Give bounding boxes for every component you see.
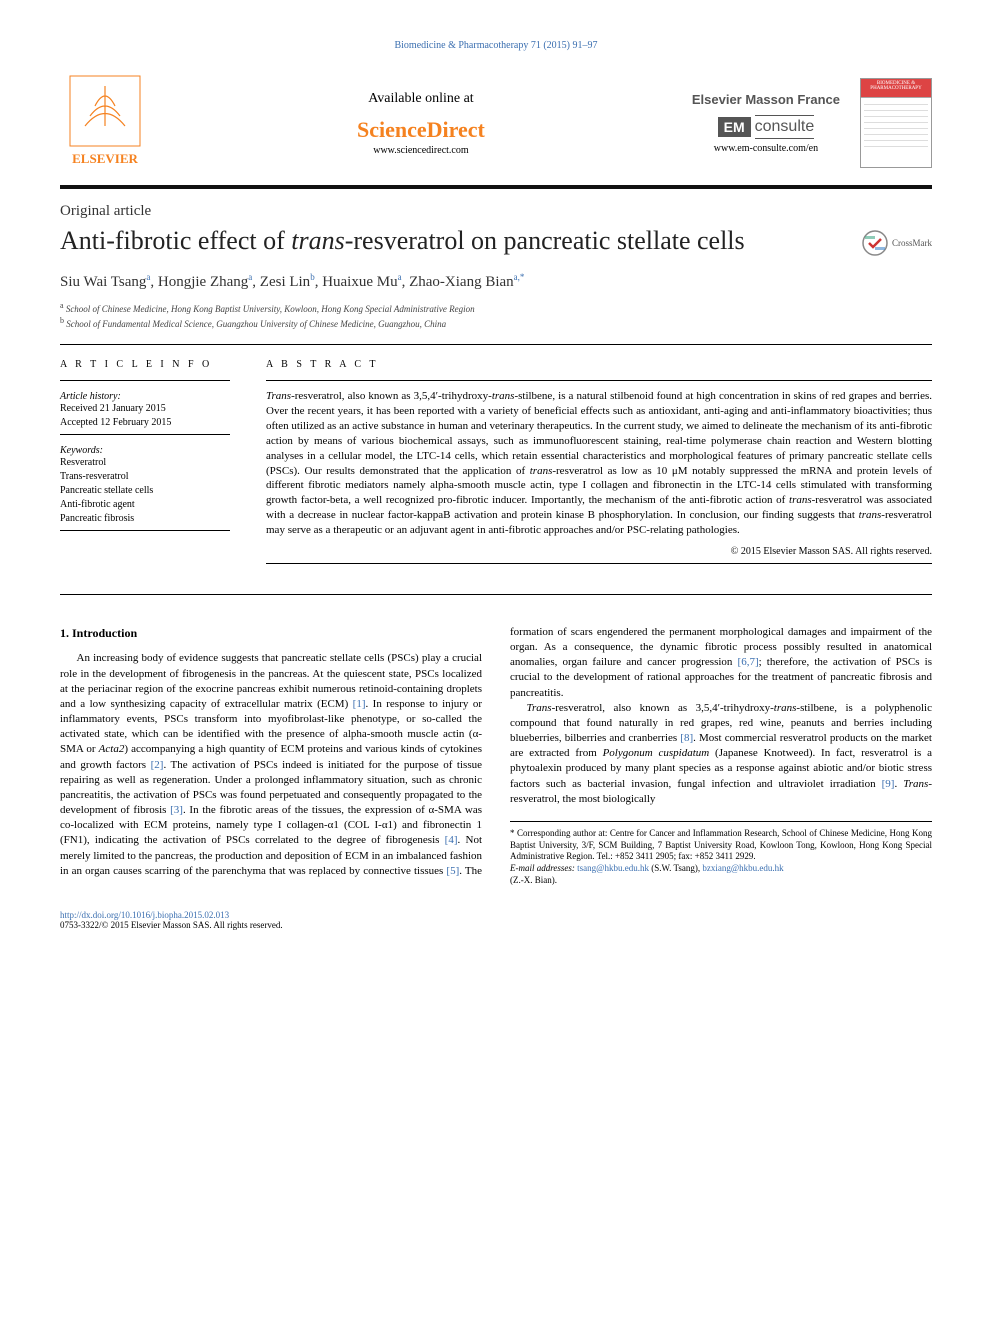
emconsulte-block: Elsevier Masson France EM consulte www.e… — [692, 92, 840, 154]
affil-link[interactable]: a — [398, 272, 402, 282]
journal-cover-title: BIOMEDICINE & PHARMACOTHERAPY — [861, 79, 931, 97]
email-link[interactable]: tsang@hkbu.edu.hk — [577, 863, 649, 873]
svg-text:ELSEVIER: ELSEVIER — [72, 151, 138, 166]
elsevier-masson-label: Elsevier Masson France — [692, 92, 840, 107]
keyword: Pancreatic fibrosis — [60, 512, 230, 526]
abstract-heading: A B S T R A C T — [266, 359, 932, 370]
masthead-center: Available online at ScienceDirect www.sc… — [170, 91, 672, 156]
footnote-text: * Corresponding author at: Centre for Ca… — [510, 828, 932, 863]
keyword: Trans-resveratrol — [60, 470, 230, 484]
abstract-text: Trans-resveratrol, also known as 3,5,4′-… — [266, 389, 932, 537]
journal-cover-thumbnail: BIOMEDICINE & PHARMACOTHERAPY — [860, 78, 932, 168]
authors-line: Siu Wai Tsanga, Hongjie Zhanga, Zesi Lin… — [60, 272, 932, 291]
citation-link[interactable]: [9] — [882, 778, 895, 790]
paragraph: Trans-resveratrol, also known as 3,5,4′-… — [510, 701, 932, 807]
affil-link[interactable]: b — [310, 272, 315, 282]
em-box: EM — [718, 117, 751, 137]
affil-link[interactable]: a,* — [514, 272, 525, 282]
elsevier-logo: ELSEVIER — [60, 71, 150, 175]
keyword: Anti-fibrotic agent — [60, 498, 230, 512]
body-text: 1. Introduction An increasing body of ev… — [60, 625, 932, 887]
sciencedirect-logo[interactable]: ScienceDirect — [357, 117, 485, 143]
crossmark-label: CrossMark — [892, 238, 932, 248]
consulte-text: consulte — [755, 115, 815, 139]
keywords-label: Keywords: — [60, 445, 230, 456]
citation-link[interactable]: [5] — [446, 865, 459, 877]
emails-label: E-mail addresses: — [510, 863, 577, 873]
issn-copyright: 0753-3322/© 2015 Elsevier Masson SAS. Al… — [60, 920, 283, 930]
keyword: Pancreatic stellate cells — [60, 484, 230, 498]
doi-link[interactable]: http://dx.doi.org/10.1016/j.biopha.2015.… — [60, 910, 229, 920]
citation-link[interactable]: [2] — [151, 759, 164, 771]
citation-link[interactable]: [3] — [170, 804, 183, 816]
affil-link[interactable]: a — [248, 272, 252, 282]
affiliations: a School of Chinese Medicine, Hong Kong … — [60, 301, 932, 330]
running-header: Biomedicine & Pharmacotherapy 71 (2015) … — [60, 40, 932, 51]
article-history-label: Article history: — [60, 391, 230, 402]
article-title: Anti-fibrotic effect of trans-resveratro… — [60, 226, 842, 256]
article-type: Original article — [60, 203, 932, 220]
divider — [60, 344, 932, 345]
crossmark-badge[interactable]: CrossMark — [862, 230, 932, 256]
citation-link[interactable]: [4] — [445, 834, 458, 846]
keyword: Resveratrol — [60, 456, 230, 470]
corresponding-author-footnote: * Corresponding author at: Centre for Ca… — [510, 821, 932, 886]
available-online-label: Available online at — [368, 91, 473, 107]
section-heading-intro: 1. Introduction — [60, 625, 482, 642]
citation-link[interactable]: [8] — [680, 732, 693, 744]
article-info-heading: A R T I C L E I N F O — [60, 359, 230, 370]
email-link[interactable]: bzxiang@hkbu.edu.hk — [702, 863, 783, 873]
citation-link[interactable]: [6,7] — [738, 656, 759, 668]
abstract-column: A B S T R A C T Trans-resveratrol, also … — [266, 359, 932, 563]
citation-link[interactable]: [1] — [353, 698, 366, 710]
article-info-column: A R T I C L E I N F O Article history: R… — [60, 359, 230, 563]
received-date: Received 21 January 2015 — [60, 402, 230, 416]
sciencedirect-url[interactable]: www.sciencedirect.com — [373, 145, 468, 156]
masthead: ELSEVIER Available online at ScienceDire… — [60, 71, 932, 189]
page-footer: http://dx.doi.org/10.1016/j.biopha.2015.… — [60, 910, 932, 930]
affil-link[interactable]: a — [146, 272, 150, 282]
divider — [60, 594, 932, 595]
abstract-copyright: © 2015 Elsevier Masson SAS. All rights r… — [266, 546, 932, 557]
emconsulte-url[interactable]: www.em-consulte.com/en — [714, 143, 818, 154]
emconsulte-logo[interactable]: EM consulte — [718, 115, 815, 139]
accepted-date: Accepted 12 February 2015 — [60, 416, 230, 430]
